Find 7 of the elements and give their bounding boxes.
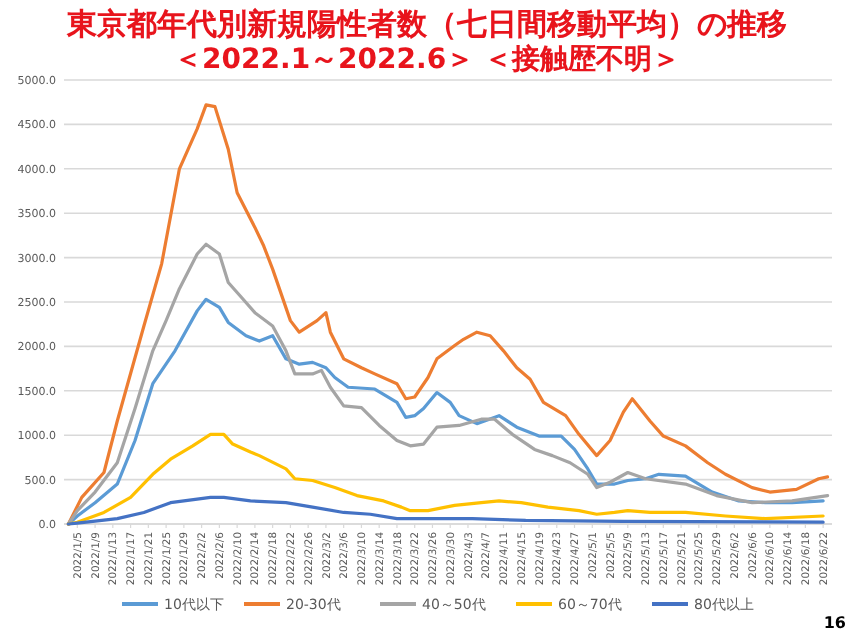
text: 16 [823,614,847,632]
chart-title: 東京都年代別新規陽性者数（七日間移動平均）の推移 [65,6,787,42]
line-series [66,297,825,526]
line-series [66,242,830,526]
line-series [66,495,825,526]
chart-subtitle: ＜2022.1～2022.6＞ ＜接触歴不明＞ [174,42,680,76]
line-series [66,103,830,526]
